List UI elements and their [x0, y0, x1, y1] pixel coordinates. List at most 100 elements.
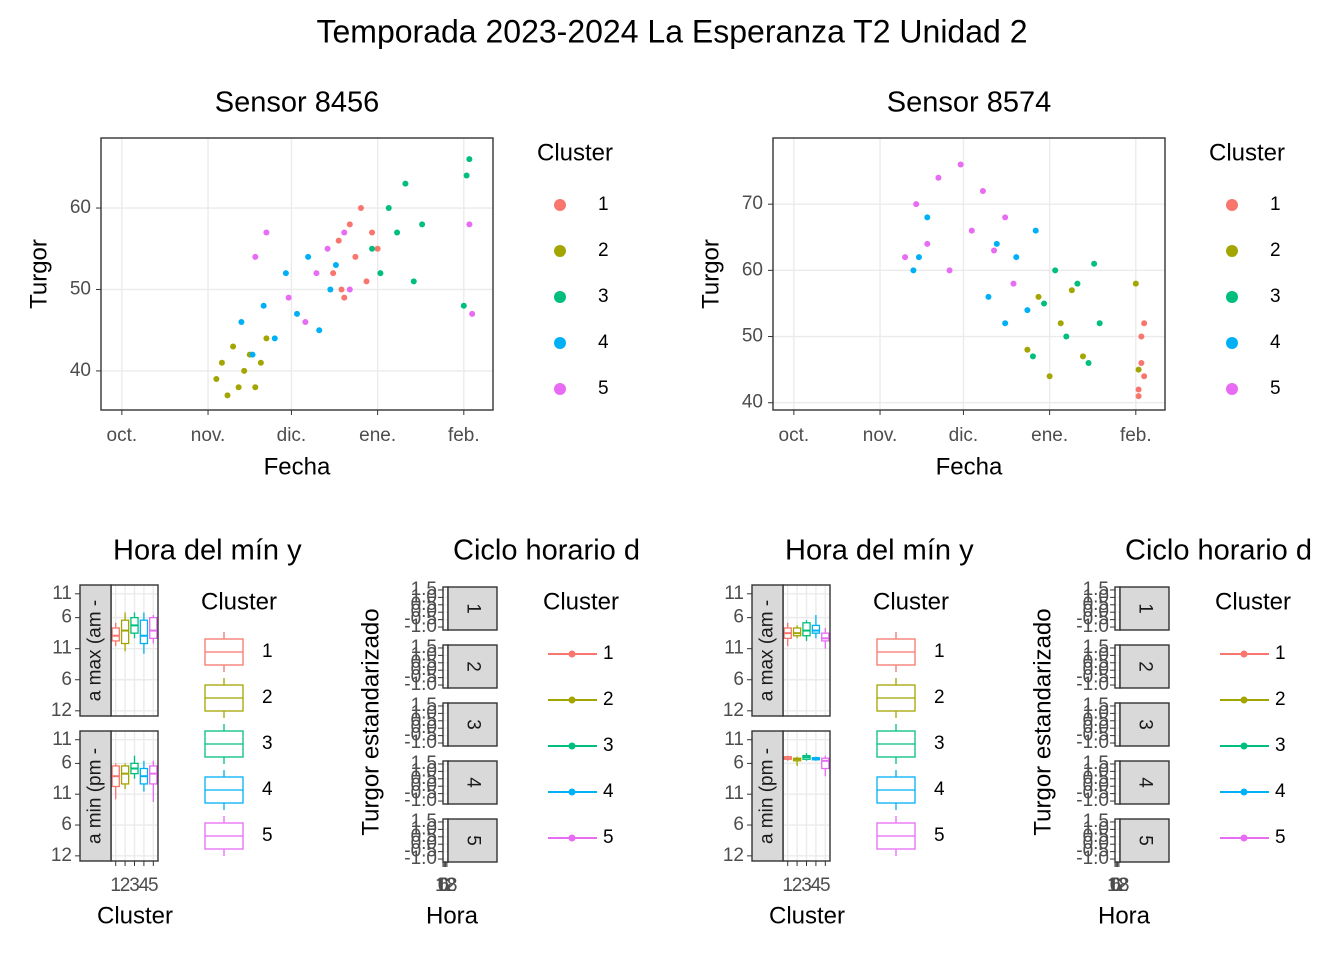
facet-strip [1119, 818, 1170, 863]
legend-label: 4 [934, 779, 945, 800]
point [913, 201, 920, 208]
point [991, 247, 998, 254]
point [374, 245, 381, 252]
y-tick-label: 0.5 [1083, 652, 1109, 673]
x-axis-label: Cluster [97, 902, 173, 929]
x-tick-label: 4 [139, 875, 150, 896]
legend-label: 2 [1275, 689, 1286, 710]
chart: 40 50 60 oct. nov. dic. ene. feb. 1 2 3 4 5 Sensor 84… [25, 87, 613, 481]
y-tick-label: 6 [733, 607, 744, 628]
legend-key [1226, 383, 1238, 395]
x-tick-label: 12 [435, 875, 456, 896]
facet-strip [447, 644, 498, 689]
point [957, 161, 964, 168]
y-tick-label: 0.0 [1083, 717, 1109, 738]
y-tick-label: -1.0 [1076, 674, 1109, 695]
legend-label: 2 [262, 687, 273, 708]
legend-label: 1 [603, 643, 614, 664]
box-body [120, 619, 130, 645]
y-tick-label: 1.0 [1083, 644, 1109, 665]
point [1096, 320, 1103, 327]
y-tick-label: -0.5 [404, 667, 437, 688]
y-tick-label: 60 [742, 259, 763, 280]
x-tick-label: nov. [191, 425, 226, 446]
facet-strip [447, 818, 498, 863]
y-tick-label: 0.0 [411, 717, 437, 738]
facet-label: a max (am - [757, 600, 778, 701]
facet-label: 4 [462, 777, 483, 788]
y-tick-label: 1.0 [1083, 586, 1109, 607]
y-tick-label: -0.5 [404, 783, 437, 804]
y-axis-label: Turgor estandarizado [1029, 608, 1056, 835]
point [313, 270, 320, 277]
point [1068, 287, 1075, 294]
legend-key-point [568, 650, 576, 658]
point [924, 214, 931, 221]
point [263, 335, 270, 342]
point [316, 327, 323, 334]
legend-key-point [1240, 834, 1248, 842]
facet-label: 3 [1134, 719, 1155, 730]
point [213, 376, 220, 383]
panel [1115, 761, 1120, 804]
point [241, 367, 248, 374]
legend-label: 3 [1270, 286, 1281, 307]
y-tick-label: -1.0 [1076, 790, 1109, 811]
y-axis-label: Turgor estandarizado [357, 608, 384, 835]
facet-label: 5 [462, 835, 483, 846]
point [235, 384, 242, 391]
point [230, 343, 237, 350]
facet-label: a max (am - [85, 600, 106, 701]
x-tick-label: nov. [863, 425, 898, 446]
y-tick-label: 6 [61, 669, 72, 690]
x-tick-label: ene. [1031, 425, 1068, 446]
legend-label: 1 [598, 194, 609, 215]
point [249, 351, 256, 358]
point [252, 384, 259, 391]
x-tick-label: 0 [1110, 875, 1121, 896]
y-tick-label: 11 [52, 583, 72, 604]
facet-strip [1119, 586, 1170, 631]
legend-label: 5 [598, 378, 609, 399]
point [1141, 320, 1148, 327]
y-tick-label: -1.0 [1076, 616, 1109, 637]
chart-title: Ciclo horario d [453, 535, 640, 567]
point [1057, 320, 1064, 327]
x-tick-label: feb. [1120, 425, 1152, 446]
x-axis-label: Hora [1098, 902, 1151, 929]
point [263, 229, 270, 236]
facet-strip [447, 586, 498, 631]
point [352, 253, 359, 260]
y-tick-label: 6 [61, 814, 72, 835]
y-tick-label: 6 [733, 669, 744, 690]
legend-label: 1 [262, 641, 273, 662]
x-tick-label: 6 [1111, 875, 1122, 896]
chart-title: Sensor 8574 [887, 87, 1051, 119]
facet-strip [751, 584, 784, 717]
facet-strip [1119, 760, 1170, 805]
point [346, 221, 353, 228]
y-tick-label: 40 [70, 360, 91, 381]
y-tick-label: 6 [733, 814, 744, 835]
point [946, 267, 953, 274]
box-body [802, 622, 811, 637]
legend-label: 5 [934, 825, 945, 846]
point [968, 227, 975, 234]
y-tick-label: 0.0 [1083, 601, 1109, 622]
point [1002, 214, 1009, 221]
point [341, 229, 348, 236]
point [363, 278, 370, 285]
facet-label: a min (pm - [757, 748, 778, 844]
y-tick-label: 1.0 [411, 644, 437, 665]
y-tick-label: 0.0 [411, 833, 437, 854]
panel-border [100, 137, 494, 411]
legend-title: Cluster [537, 139, 613, 166]
point [985, 293, 992, 300]
legend-label: 3 [934, 733, 945, 754]
x-tick-label: 5 [820, 875, 831, 896]
x-axis-label: Fecha [264, 453, 331, 480]
legend-label: 2 [598, 240, 609, 261]
point [377, 270, 384, 277]
legend-label: 4 [1270, 332, 1281, 353]
